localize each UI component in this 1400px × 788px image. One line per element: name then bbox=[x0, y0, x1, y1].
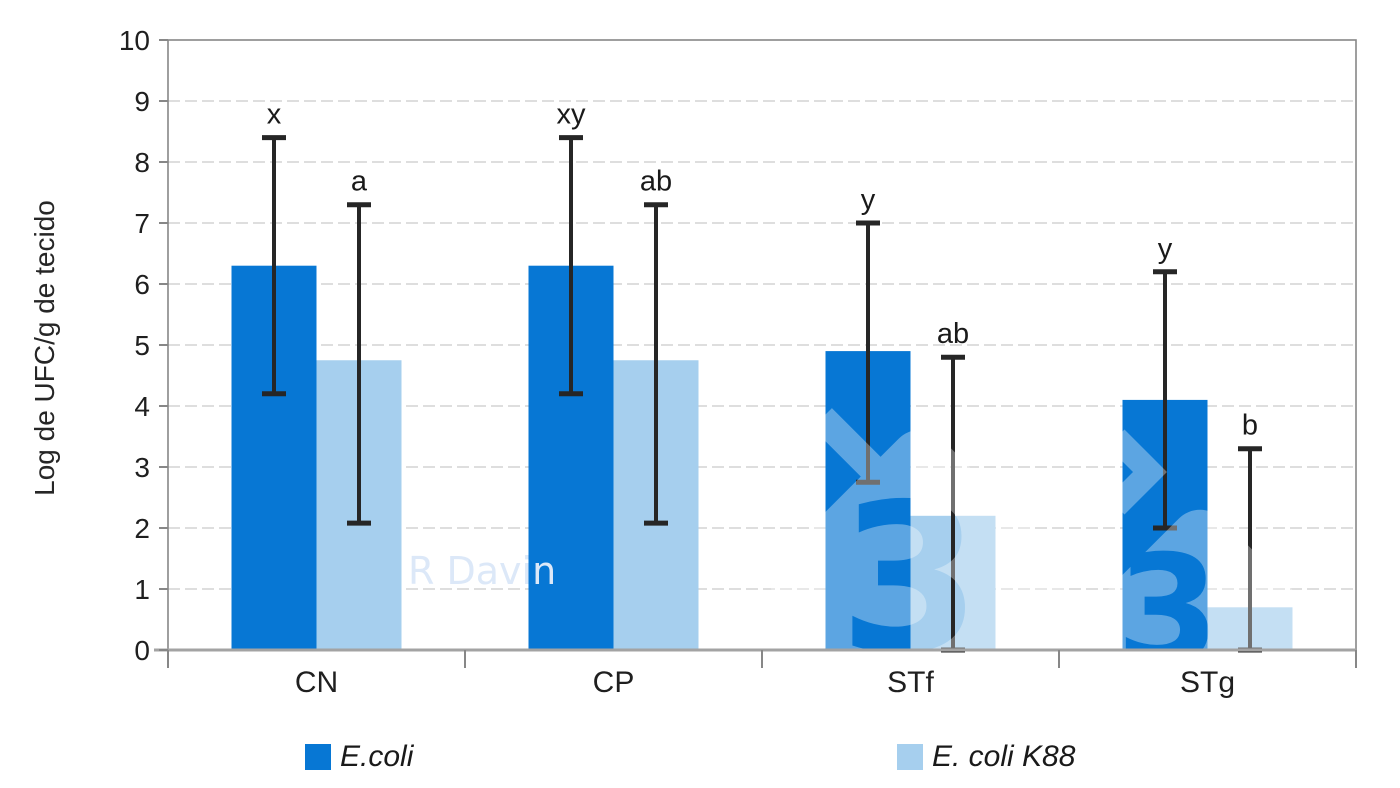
y-tick-label: 2 bbox=[134, 513, 150, 544]
error-bar-cn-series1 bbox=[347, 202, 371, 526]
sig-letter-cn-series1: a bbox=[351, 166, 368, 198]
error-bar-cn-series0 bbox=[262, 135, 286, 397]
watermark-author-text: R Davin bbox=[408, 549, 557, 593]
sig-letter-cp-series1: ab bbox=[640, 166, 672, 198]
y-tick-label: 4 bbox=[134, 391, 150, 422]
legend-swatch-ecoli-k88 bbox=[897, 744, 923, 770]
y-tick-label: 0 bbox=[134, 635, 150, 666]
category-label-stf: STf bbox=[887, 666, 934, 699]
sig-letter-stg-series0: y bbox=[1158, 233, 1173, 265]
sig-letter-cn-series0: x bbox=[267, 99, 282, 131]
y-tick-label: 1 bbox=[134, 574, 150, 605]
category-label-cp: CP bbox=[593, 666, 635, 699]
sig-letter-cp-series0: xy bbox=[557, 99, 587, 131]
error-bar-stg-series0 bbox=[1153, 269, 1177, 531]
category-label-stg: STg bbox=[1180, 666, 1235, 699]
legend-swatch-ecoli bbox=[305, 744, 331, 770]
y-tick-label: 9 bbox=[134, 86, 150, 117]
error-bar-cp-series1 bbox=[644, 202, 668, 526]
sig-letter-stf-series1: ab bbox=[937, 318, 969, 350]
sig-letter-stg-series1: b bbox=[1242, 410, 1258, 442]
y-tick-label: 5 bbox=[134, 330, 150, 361]
y-tick-label: 3 bbox=[134, 452, 150, 483]
y-tick-label: 6 bbox=[134, 269, 150, 300]
y-axis-title: Log de UFC/g de tecido bbox=[29, 200, 60, 496]
legend-item-ecoli: E.coli bbox=[305, 740, 413, 774]
y-tick-label: 10 bbox=[119, 25, 150, 56]
legend-label-ecoli-k88: E. coli K88 bbox=[932, 740, 1076, 773]
legend-item-ecoli-k88: E. coli K88 bbox=[897, 740, 1075, 774]
legend-label-ecoli: E.coli bbox=[340, 740, 414, 773]
y-tick-label: 7 bbox=[134, 208, 150, 239]
error-bar-cp-series0 bbox=[559, 135, 583, 397]
sig-letter-stf-series0: y bbox=[861, 184, 876, 216]
category-label-cn: CN bbox=[295, 666, 338, 699]
error-bar-stf-series0 bbox=[856, 220, 880, 485]
y-tick-label: 8 bbox=[134, 147, 150, 178]
